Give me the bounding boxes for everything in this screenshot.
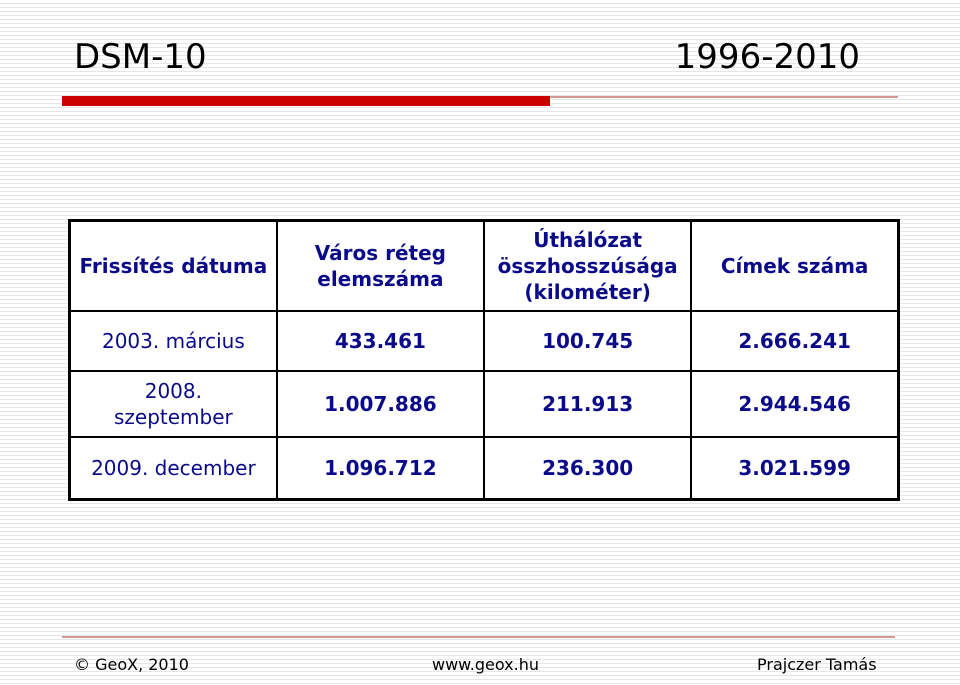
footer-website: www.geox.hu bbox=[432, 655, 540, 674]
table-header-row: Frissítés dátuma Város réteg elemszáma Ú… bbox=[68, 220, 900, 312]
header-road-network-length: Úthálózat összhosszúsága (kilométer) bbox=[482, 220, 693, 312]
update-statistics-table: Frissítés dátuma Város réteg elemszáma Ú… bbox=[68, 219, 900, 501]
cell-city-count: 433.461 bbox=[275, 311, 486, 372]
cell-address-count: 2.666.241 bbox=[690, 311, 900, 372]
table-row: 2009. december 1.096.712 236.300 3.021.5… bbox=[68, 437, 900, 500]
cell-date: 2003. március bbox=[68, 311, 278, 372]
cell-city-count: 1.007.886 bbox=[275, 371, 486, 438]
cell-address-count: 3.021.599 bbox=[690, 437, 900, 500]
cell-date: 2009. december bbox=[68, 437, 278, 500]
footer-rule bbox=[62, 636, 895, 638]
title-underline-rule bbox=[550, 96, 898, 98]
cell-road-length: 236.300 bbox=[482, 437, 693, 500]
footer-copyright: © GeoX, 2010 bbox=[74, 655, 189, 674]
cell-city-count: 1.096.712 bbox=[275, 437, 486, 500]
slide-title: DSM-10 bbox=[74, 37, 207, 77]
cell-address-count: 2.944.546 bbox=[690, 371, 900, 438]
header-update-date: Frissítés dátuma bbox=[68, 220, 278, 312]
slide-years: 1996-2010 bbox=[674, 37, 860, 77]
cell-date: 2008. szeptember bbox=[68, 371, 278, 438]
table-row: 2008. szeptember 1.007.886 211.913 2.944… bbox=[68, 371, 900, 438]
table-row: 2003. március 433.461 100.745 2.666.241 bbox=[68, 311, 900, 372]
header-address-count: Címek száma bbox=[690, 220, 900, 312]
title-underline-accent bbox=[62, 96, 550, 106]
header-city-layer-count: Város réteg elemszáma bbox=[275, 220, 486, 312]
cell-road-length: 100.745 bbox=[482, 311, 693, 372]
cell-road-length: 211.913 bbox=[482, 371, 693, 438]
footer-author: Prajczer Tamás bbox=[757, 655, 877, 674]
